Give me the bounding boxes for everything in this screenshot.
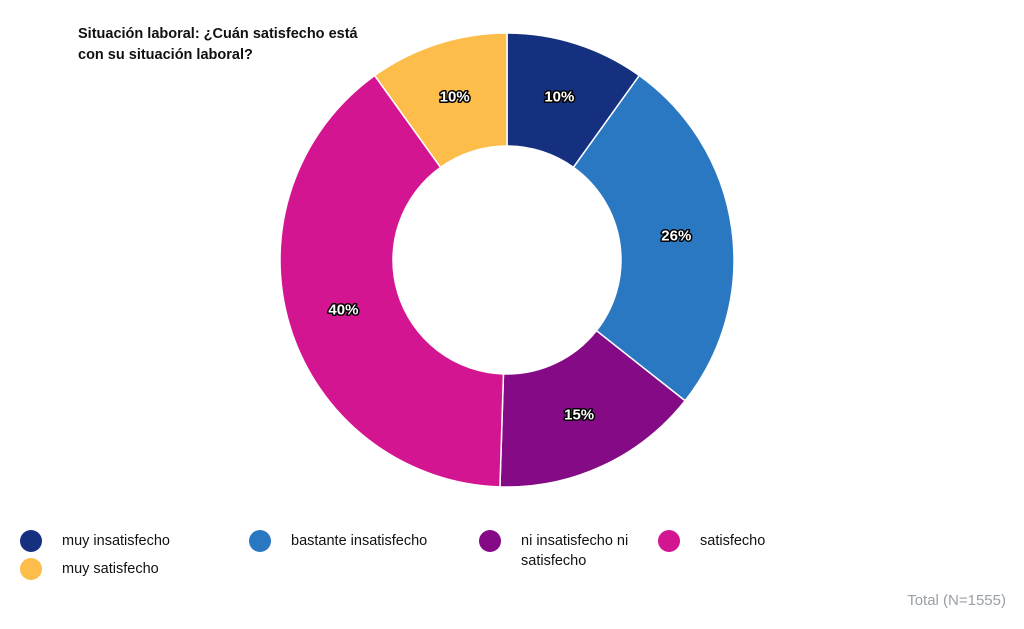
legend-item-muy-satisfecho[interactable]: muy satisfecho bbox=[20, 558, 159, 580]
legend-item-muy-insatisfecho[interactable]: muy insatisfecho bbox=[20, 530, 170, 552]
total-count-note: Total (N=1555) bbox=[907, 592, 1006, 609]
donut-slice-labels: 10% 26% 15% 40% 10% bbox=[327, 87, 693, 425]
donut-slice-ni-insatisfecho-ni-satisfecho[interactable] bbox=[499, 329, 687, 488]
legend-item-ni-insatisfecho-ni-satisfecho[interactable]: ni insatisfecho ni satisfecho bbox=[479, 530, 651, 571]
legend-swatch bbox=[658, 530, 680, 552]
legend-label: ni insatisfecho ni satisfecho bbox=[521, 533, 629, 569]
donut-slices bbox=[279, 32, 735, 488]
chart-title: Situación laboral: ¿Cuán satisfecho está… bbox=[78, 26, 358, 63]
legend-label: satisfecho bbox=[700, 533, 766, 549]
slice-value-label: 10% bbox=[440, 89, 470, 106]
slice-value-label: 40% bbox=[328, 301, 358, 318]
legend-label: bastante insatisfecho bbox=[291, 533, 428, 549]
legend-swatch bbox=[249, 530, 271, 552]
donut-slice-satisfecho[interactable] bbox=[279, 74, 505, 488]
slice-value-label: 26% bbox=[661, 228, 691, 245]
legend-swatch bbox=[20, 530, 42, 552]
legend-label: muy satisfecho bbox=[62, 561, 159, 577]
donut-slice-bastante-insatisfecho[interactable] bbox=[572, 74, 735, 402]
legend-item-satisfecho[interactable]: satisfecho bbox=[658, 530, 765, 552]
slice-value-label: 15% bbox=[564, 407, 594, 424]
slice-value-label: 10% bbox=[544, 89, 574, 106]
legend-swatch bbox=[20, 558, 42, 580]
legend-label: muy insatisfecho bbox=[62, 533, 170, 549]
donut-slice-muy-satisfecho[interactable] bbox=[373, 32, 508, 169]
legend-item-bastante-insatisfecho[interactable]: bastante insatisfecho bbox=[249, 530, 427, 552]
legend-swatch bbox=[479, 530, 501, 552]
